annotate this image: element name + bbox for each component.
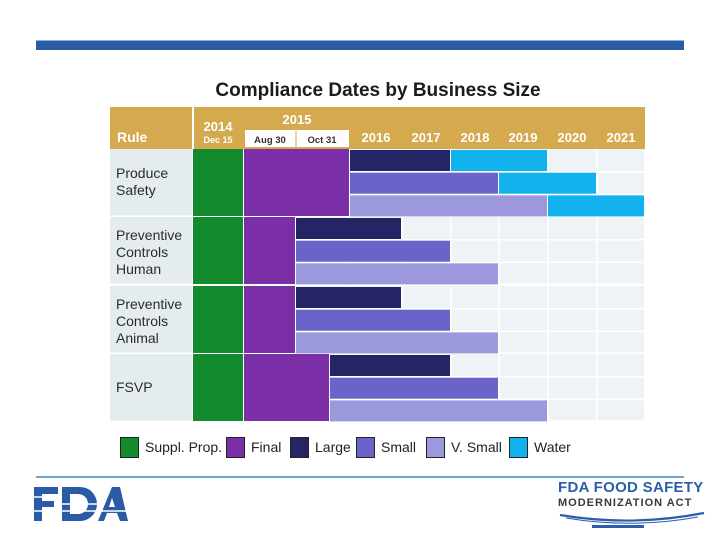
- bar-water: [451, 150, 547, 171]
- header-year: 2021: [607, 130, 636, 145]
- row-label: FSVP: [116, 379, 153, 395]
- legend-label: Suppl. Prop.: [145, 439, 223, 455]
- row-label: Controls: [116, 313, 168, 329]
- legend-label: Small: [381, 439, 417, 455]
- row-label-bg: [110, 286, 193, 353]
- fsma-logo-line2: MODERNIZATION ACT: [558, 497, 693, 509]
- fsma-swoosh-icon: [559, 511, 705, 528]
- fsma-logo-line1: FDA FOOD SAFETY: [558, 479, 704, 496]
- header-year: 2017: [412, 130, 441, 145]
- row-label: Safety: [116, 182, 156, 198]
- legend-label: Large: [315, 439, 351, 455]
- row-label: Produce: [116, 165, 168, 181]
- header-year: 2018: [461, 130, 490, 145]
- bar-suppl-prop: [193, 286, 243, 353]
- bar-large: [350, 150, 450, 171]
- bar-large: [296, 218, 401, 239]
- bar-water: [548, 195, 644, 217]
- bottom-rule: [36, 476, 684, 478]
- bar-small: [296, 309, 450, 331]
- legend-swatch: [290, 436, 309, 458]
- header-2015-subband: [245, 130, 349, 147]
- header-year: 2019: [509, 130, 538, 145]
- bar-water: [499, 172, 596, 194]
- legend-label: V. Small: [451, 439, 502, 455]
- bar-final: [244, 149, 349, 216]
- header-year-2014: 2014: [204, 119, 234, 134]
- row-label-bg: [110, 149, 193, 216]
- bar-v-small: [350, 195, 547, 217]
- legend-item: Water: [509, 434, 571, 460]
- bar-final: [244, 286, 295, 353]
- bar-small: [350, 172, 498, 194]
- header-date-2014: Dec 15: [203, 135, 232, 145]
- header-year: 2020: [558, 130, 587, 145]
- bar-large: [330, 355, 450, 376]
- row-label: Preventive: [116, 227, 182, 243]
- header-year-2015: 2015: [283, 112, 312, 127]
- bar-final: [244, 217, 295, 284]
- header-year: 2016: [362, 130, 391, 145]
- row-label: Animal: [116, 330, 159, 346]
- legend-swatch: [356, 436, 375, 458]
- row-label-bg: [110, 354, 193, 421]
- bar-small: [296, 240, 450, 262]
- chart-title: Compliance Dates by Business Size: [215, 80, 541, 101]
- header-rule-label: Rule: [117, 129, 148, 145]
- fsma-logo: FDA FOOD SAFETY MODERNIZATION ACT: [558, 479, 706, 534]
- header-band: [110, 107, 645, 149]
- bar-small: [330, 377, 498, 399]
- top-rule: [36, 41, 684, 50]
- legend-swatch: [226, 436, 245, 458]
- bar-suppl-prop: [193, 217, 243, 284]
- legend-label: Water: [534, 439, 571, 455]
- bar-large: [296, 287, 401, 308]
- header-date-2015b: Oct 31: [307, 135, 337, 146]
- legend-label: Final: [251, 439, 282, 455]
- legend-item: Final: [226, 434, 281, 460]
- legend-item: Small: [356, 434, 416, 460]
- legend-swatch: [120, 436, 139, 458]
- row-label-bg: [110, 217, 193, 284]
- row-label: Controls: [116, 244, 168, 260]
- bar-final: [244, 354, 329, 421]
- header-date-2015a: Aug 30: [254, 135, 286, 146]
- bar-suppl-prop: [193, 149, 243, 216]
- fda-logo: [34, 487, 128, 521]
- row-label: Preventive: [116, 296, 182, 312]
- legend-item: Suppl. Prop.: [120, 434, 222, 460]
- bar-v-small: [296, 263, 498, 285]
- bar-v-small: [330, 400, 547, 422]
- legend-item: V. Small: [426, 434, 502, 460]
- row-label: Human: [116, 261, 161, 277]
- legend-swatch: [509, 436, 528, 458]
- legend-swatch: [426, 436, 445, 458]
- bar-suppl-prop: [193, 354, 243, 421]
- bar-v-small: [296, 332, 498, 354]
- legend-item: Large: [290, 434, 351, 460]
